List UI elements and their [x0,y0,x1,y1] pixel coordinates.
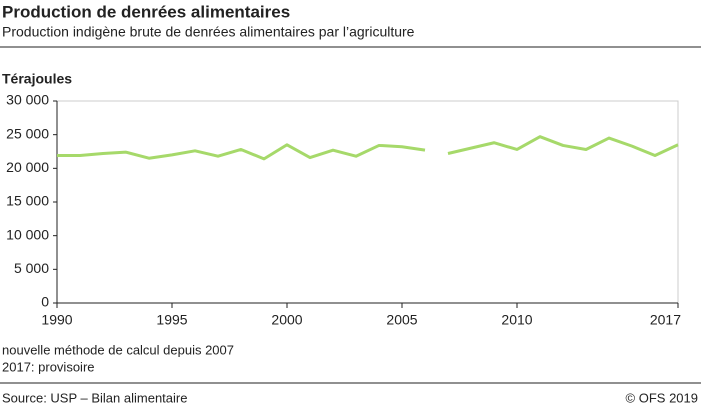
x-tick-label: 1990 [41,312,72,328]
y-axis-label: Térajoules [2,71,72,87]
y-tick-label: 5 000 [14,260,49,276]
x-tick-label: 2010 [501,312,532,328]
source: Source: USP – Bilan alimentaire [2,390,187,405]
x-tick-label: 2017 [650,312,681,328]
chart-subtitle: Production indigène brute de denrées ali… [2,24,415,40]
data-line [447,135,679,158]
chart-title: Production de denrées alimentaires [2,2,290,21]
y-tick-label: 15 000 [6,193,49,209]
copyright: © OFS 2019 [626,390,698,405]
data-line [57,143,426,161]
plot-frame [56,100,679,304]
y-tick-label: 30 000 [6,92,49,108]
y-tick-label: 20 000 [6,159,49,175]
x-tick-label: 2005 [386,312,417,328]
y-tick-label: 10 000 [6,226,49,242]
x-tick-label: 2000 [271,312,302,328]
y-tick-label: 25 000 [6,125,49,141]
y-tick-label: 0 [41,294,49,310]
x-tick-label: 1995 [156,312,187,328]
note: 2017: provisoire [2,359,95,374]
note: nouvelle méthode de calcul depuis 2007 [2,342,234,357]
